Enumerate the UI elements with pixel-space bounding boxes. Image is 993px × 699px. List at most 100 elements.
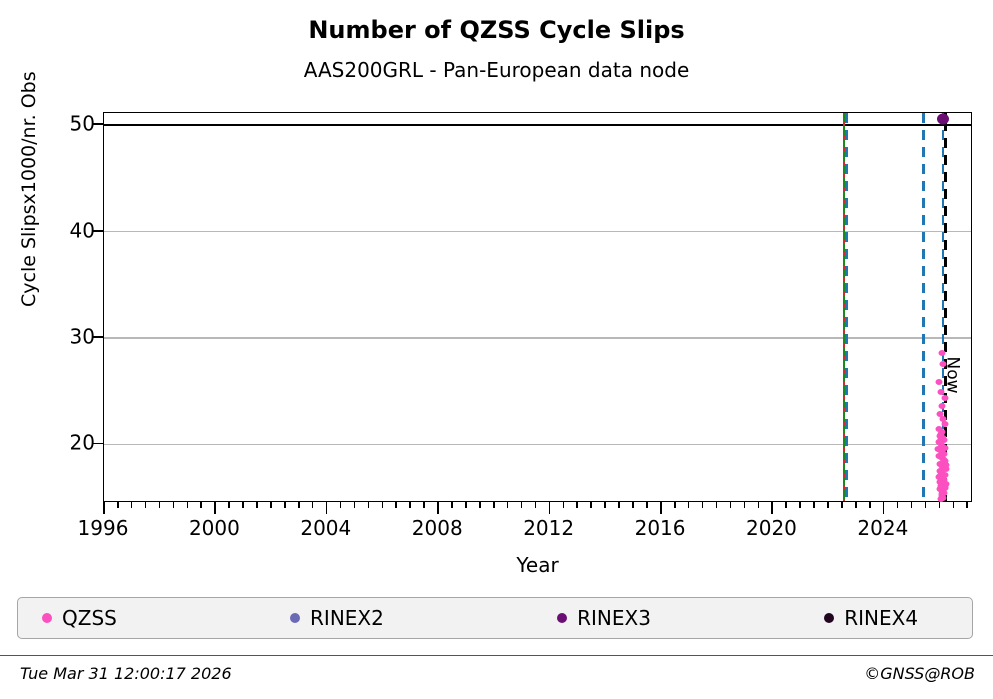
data-point-qzss xyxy=(937,389,945,396)
x-major-tick-2004 xyxy=(325,502,328,514)
y-tick-label-20: 20 xyxy=(69,430,95,455)
event-red-green xyxy=(843,113,846,501)
x-minor-tick xyxy=(409,502,411,508)
now-annotation: Now xyxy=(942,356,963,394)
x-major-tick-2008 xyxy=(437,502,439,514)
x-tick-label-2004: 2004 xyxy=(300,516,352,540)
data-point-qzss xyxy=(937,495,945,502)
x-minor-tick xyxy=(673,502,676,508)
x-minor-tick xyxy=(590,502,592,508)
data-point-qzss xyxy=(940,437,948,444)
x-minor-tick xyxy=(896,502,899,508)
x-minor-tick xyxy=(492,502,495,508)
x-major-tick-2024 xyxy=(882,502,885,514)
y-major-tick-40 xyxy=(93,229,103,232)
data-point-qzss xyxy=(935,425,943,432)
data-point-qzss xyxy=(941,458,949,465)
y-tick-label-30: 30 xyxy=(69,324,95,349)
qzss-marker-icon xyxy=(42,613,52,623)
x-minor-tick xyxy=(339,502,342,508)
x-minor-tick xyxy=(827,502,829,508)
data-point-qzss xyxy=(941,472,949,479)
chart-title: Number of QZSS Cycle Slips xyxy=(308,16,685,44)
event-blue-3 xyxy=(941,113,945,501)
x-minor-tick xyxy=(465,502,467,508)
data-point-qzss xyxy=(941,485,949,492)
x-minor-tick xyxy=(562,502,565,508)
x-minor-tick xyxy=(186,502,189,508)
x-minor-tick xyxy=(632,502,634,508)
gridline-y-20 xyxy=(104,443,971,446)
event-blue-1 xyxy=(845,113,848,501)
x-minor-tick xyxy=(604,502,606,508)
legend: QZSS RINEX2 RINEX3 RINEX4 xyxy=(17,597,973,639)
legend-item-qzss: QZSS xyxy=(18,606,266,630)
x-minor-tick xyxy=(743,502,746,508)
x-minor-tick xyxy=(520,502,523,508)
legend-label: RINEX4 xyxy=(844,606,919,630)
x-tick-label-2008: 2008 xyxy=(411,516,463,540)
x-major-tick-2020 xyxy=(771,502,774,514)
x-minor-tick xyxy=(200,502,203,508)
rinex2-marker-icon xyxy=(290,613,301,623)
x-minor-tick xyxy=(952,502,955,508)
plot-area: Now xyxy=(103,112,972,502)
footer-credit: ©GNSS@ROB xyxy=(864,664,975,683)
data-point-qzss xyxy=(938,349,946,356)
x-minor-tick xyxy=(144,502,147,508)
x-axis-label: Year xyxy=(516,553,559,577)
x-minor-tick xyxy=(367,502,370,508)
x-minor-tick xyxy=(966,502,969,508)
now-line xyxy=(944,113,947,501)
x-minor-tick xyxy=(924,502,927,508)
x-tick-label-2024: 2024 xyxy=(857,516,909,540)
data-point-qzss xyxy=(941,394,949,401)
data-point-qzss xyxy=(942,465,950,472)
data-point-qzss xyxy=(939,415,947,422)
x-minor-tick xyxy=(284,502,286,508)
y-axis-label: Cycle Slipsx1000/nr. Obs xyxy=(18,71,40,307)
chart-subtitle: AAS200GRL - Pan-European data node xyxy=(303,58,690,82)
x-tick-label-2020: 2020 xyxy=(746,516,797,540)
x-minor-tick xyxy=(506,502,509,508)
data-point-qzss xyxy=(941,444,949,451)
x-tick-label-2012: 2012 xyxy=(523,516,575,540)
x-minor-tick xyxy=(130,502,133,508)
rinex3-marker-icon xyxy=(557,613,568,623)
x-minor-tick xyxy=(423,502,425,508)
gridline-y-40 xyxy=(104,230,971,233)
footer-timestamp: Tue Mar 31 12:00:17 2026 xyxy=(20,664,232,683)
x-major-tick-2016 xyxy=(660,502,662,514)
x-minor-tick xyxy=(576,502,579,508)
x-minor-tick xyxy=(785,502,787,508)
x-minor-tick xyxy=(311,502,314,508)
gridline-y-30 xyxy=(104,337,971,339)
x-minor-tick xyxy=(116,502,119,508)
x-minor-tick xyxy=(938,502,941,508)
x-minor-tick xyxy=(242,502,244,508)
legend-label: QZSS xyxy=(62,606,117,630)
y-tick-label-50: 50 xyxy=(69,111,95,136)
x-minor-tick xyxy=(618,502,620,508)
y-tick-label-40: 40 xyxy=(69,217,95,242)
y-major-tick-20 xyxy=(93,442,103,445)
x-minor-tick xyxy=(353,502,356,508)
x-minor-tick xyxy=(270,502,272,508)
legend-item-rinex2: RINEX2 xyxy=(266,606,533,630)
y-major-tick-50 xyxy=(93,123,103,126)
x-minor-tick xyxy=(799,502,801,508)
data-point-qzss xyxy=(941,421,949,428)
footer-divider xyxy=(0,655,993,656)
x-minor-tick xyxy=(701,502,704,508)
legend-item-rinex4: RINEX4 xyxy=(800,606,972,630)
data-point-qzss xyxy=(935,378,943,385)
x-minor-tick xyxy=(813,502,815,508)
legend-label: RINEX2 xyxy=(310,606,384,630)
x-minor-tick xyxy=(297,502,300,508)
data-point-rinex3 xyxy=(937,113,950,125)
data-point-qzss xyxy=(937,482,945,489)
x-minor-tick xyxy=(534,502,537,508)
x-minor-tick xyxy=(841,502,843,508)
event-blue-2 xyxy=(922,113,925,501)
